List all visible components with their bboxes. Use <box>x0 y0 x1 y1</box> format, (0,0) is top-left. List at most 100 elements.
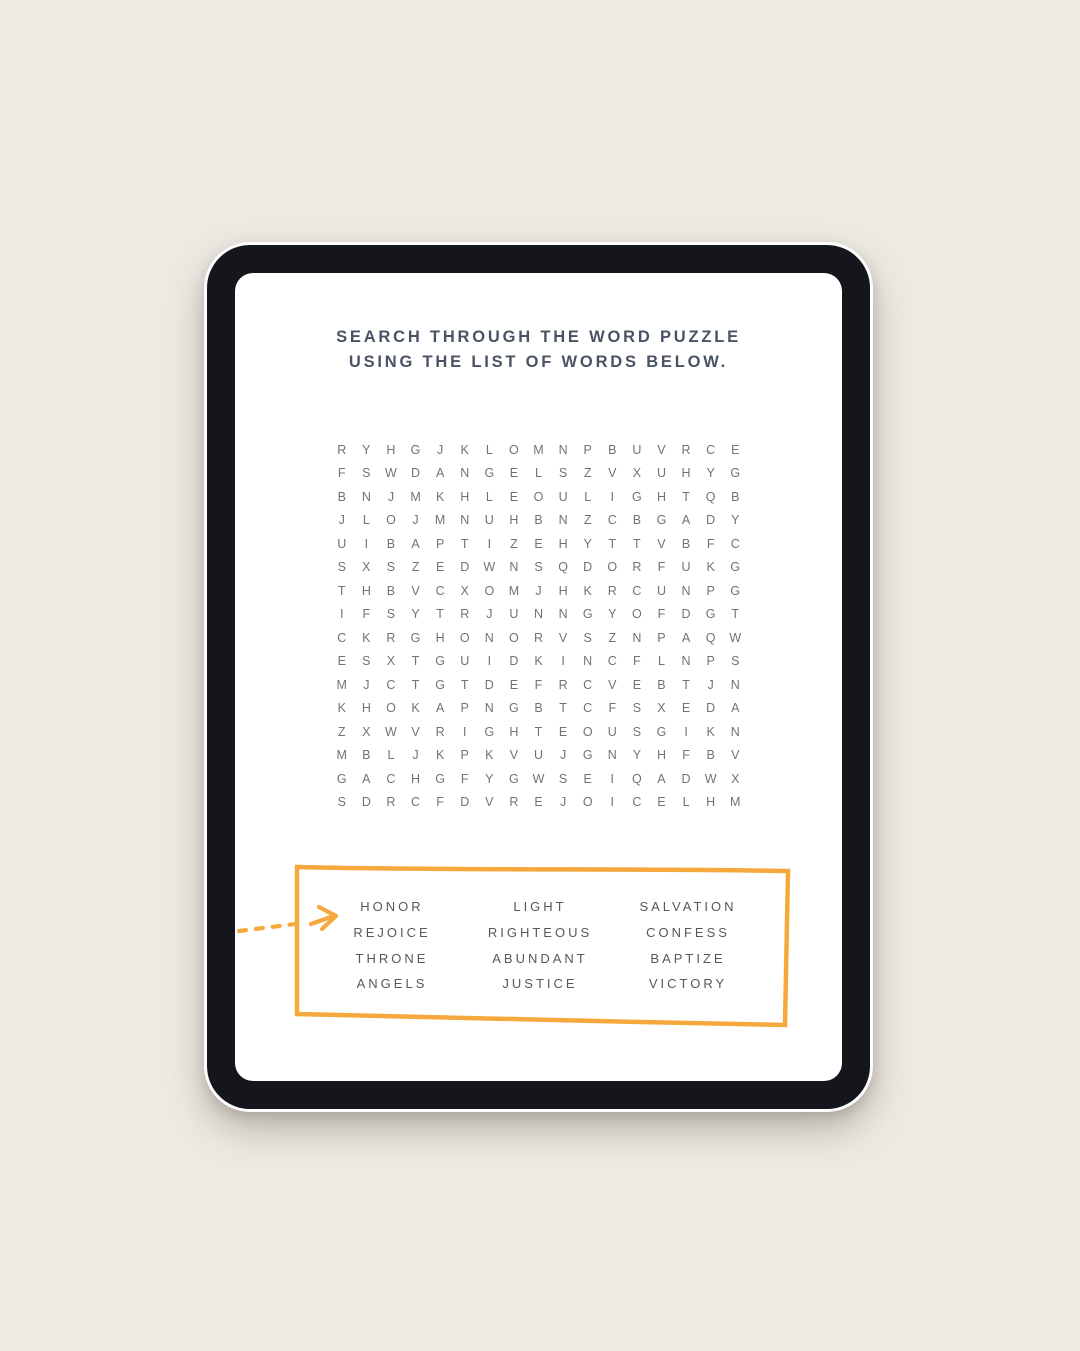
grid-letter: N <box>681 583 691 598</box>
grid-letter: N <box>583 654 593 669</box>
word-item: THRONE <box>355 950 429 966</box>
grid-letter: U <box>484 513 494 528</box>
grid-letter: U <box>337 536 347 551</box>
grid-letter: B <box>706 748 715 763</box>
grid-letter: G <box>484 466 495 481</box>
grid-letter: K <box>435 489 445 504</box>
grid-letter: F <box>706 536 715 551</box>
grid-letter: V <box>731 748 740 763</box>
grid-letter: J <box>363 677 370 692</box>
word-item: HONOR <box>360 899 424 915</box>
grid-letter: C <box>435 583 445 598</box>
grid-letter: Y <box>608 607 617 622</box>
grid-letter: F <box>657 607 666 622</box>
grid-letter: W <box>385 724 397 739</box>
grid-letter: S <box>337 560 346 575</box>
grid-letter: C <box>706 442 716 457</box>
grid-letter: S <box>534 560 543 575</box>
grid-letter: H <box>656 748 666 763</box>
grid-letter: C <box>386 677 396 692</box>
grid-letter: E <box>632 677 642 692</box>
grid-letter: E <box>509 677 519 692</box>
grid-letter: R <box>509 795 519 810</box>
grid-letter: G <box>410 442 421 457</box>
grid-letter: I <box>462 724 467 739</box>
tablet-device: SEARCH THROUGH THE WORD PUZZLE USING THE… <box>204 242 873 1112</box>
grid-letter: D <box>706 513 716 528</box>
grid-letter: N <box>607 748 617 763</box>
grid-letter: Q <box>705 630 716 645</box>
grid-letter: C <box>607 654 617 669</box>
word-item: ABUNDANT <box>492 950 588 966</box>
grid-letter: D <box>411 466 421 481</box>
grid-letter: O <box>607 560 618 575</box>
grid-letter: U <box>558 489 568 504</box>
grid-letter: C <box>583 701 593 716</box>
grid-letter: Z <box>608 630 617 645</box>
grid-letter: X <box>460 583 469 598</box>
grid-letter: C <box>386 771 396 786</box>
grid-letter: X <box>731 771 740 786</box>
grid-letter: G <box>656 724 667 739</box>
grid-letter: J <box>559 795 567 810</box>
grid-letter: R <box>607 583 617 598</box>
grid-letter: T <box>460 677 469 692</box>
grid-letter: C <box>337 630 347 645</box>
grid-letter: W <box>532 771 545 786</box>
grid-letter: R <box>435 724 445 739</box>
grid-letter: R <box>386 795 396 810</box>
grid-letter: D <box>460 795 470 810</box>
grid-letter: Y <box>485 771 494 786</box>
grid-letter: F <box>337 466 346 481</box>
grid-letter: D <box>681 607 691 622</box>
word-item: JUSTICE <box>502 976 578 992</box>
grid-letter: X <box>386 654 396 669</box>
grid-letter: H <box>558 583 568 598</box>
grid-letter: O <box>533 489 544 504</box>
grid-letter: M <box>336 677 347 692</box>
grid-letter: Z <box>583 466 592 481</box>
grid-letter: O <box>582 795 593 810</box>
grid-letter: O <box>632 607 642 622</box>
grid-letter: D <box>361 795 371 810</box>
grid-letter: H <box>460 489 470 504</box>
word-item: LIGHT <box>513 899 567 915</box>
grid-letter: Y <box>706 466 715 481</box>
grid-letter: M <box>508 583 520 598</box>
grid-letter: D <box>484 677 494 692</box>
puzzle-title-line2: USING THE LIST OF WORDS BELOW. <box>348 353 729 371</box>
grid-letter: P <box>583 442 592 457</box>
grid-letter: H <box>435 630 445 645</box>
grid-letter: Y <box>411 607 420 622</box>
grid-letter: N <box>460 466 470 481</box>
grid-letter: S <box>583 630 592 645</box>
grid-letter: L <box>682 795 690 810</box>
grid-letter: E <box>509 489 519 504</box>
grid-letter: U <box>656 466 666 481</box>
grid-letter: W <box>729 630 742 645</box>
grid-letter: E <box>509 466 519 481</box>
grid-letter: L <box>485 489 493 504</box>
grid-letter: J <box>412 513 419 528</box>
grid-letter: H <box>656 489 666 504</box>
grid-letter: O <box>509 630 519 645</box>
grid-letter: V <box>509 748 519 763</box>
grid-letter: Z <box>583 513 592 528</box>
grid-letter: B <box>534 513 543 528</box>
grid-letter: I <box>684 724 688 739</box>
grid-letter: U <box>656 583 666 598</box>
grid-letter: L <box>362 513 370 528</box>
grid-letter: R <box>558 677 568 692</box>
grid-letter: H <box>558 536 568 551</box>
grid-letter: U <box>509 607 519 622</box>
grid-letter: N <box>509 560 519 575</box>
grid-letter: R <box>386 630 396 645</box>
grid-letter: P <box>706 654 715 669</box>
grid-letter: G <box>582 748 593 763</box>
grid-letter: I <box>610 489 615 504</box>
grid-letter: B <box>337 489 346 504</box>
grid-letter: K <box>485 748 494 763</box>
word-item: ANGELS <box>356 976 428 992</box>
grid-letter: M <box>410 489 421 504</box>
grid-letter: S <box>337 795 346 810</box>
